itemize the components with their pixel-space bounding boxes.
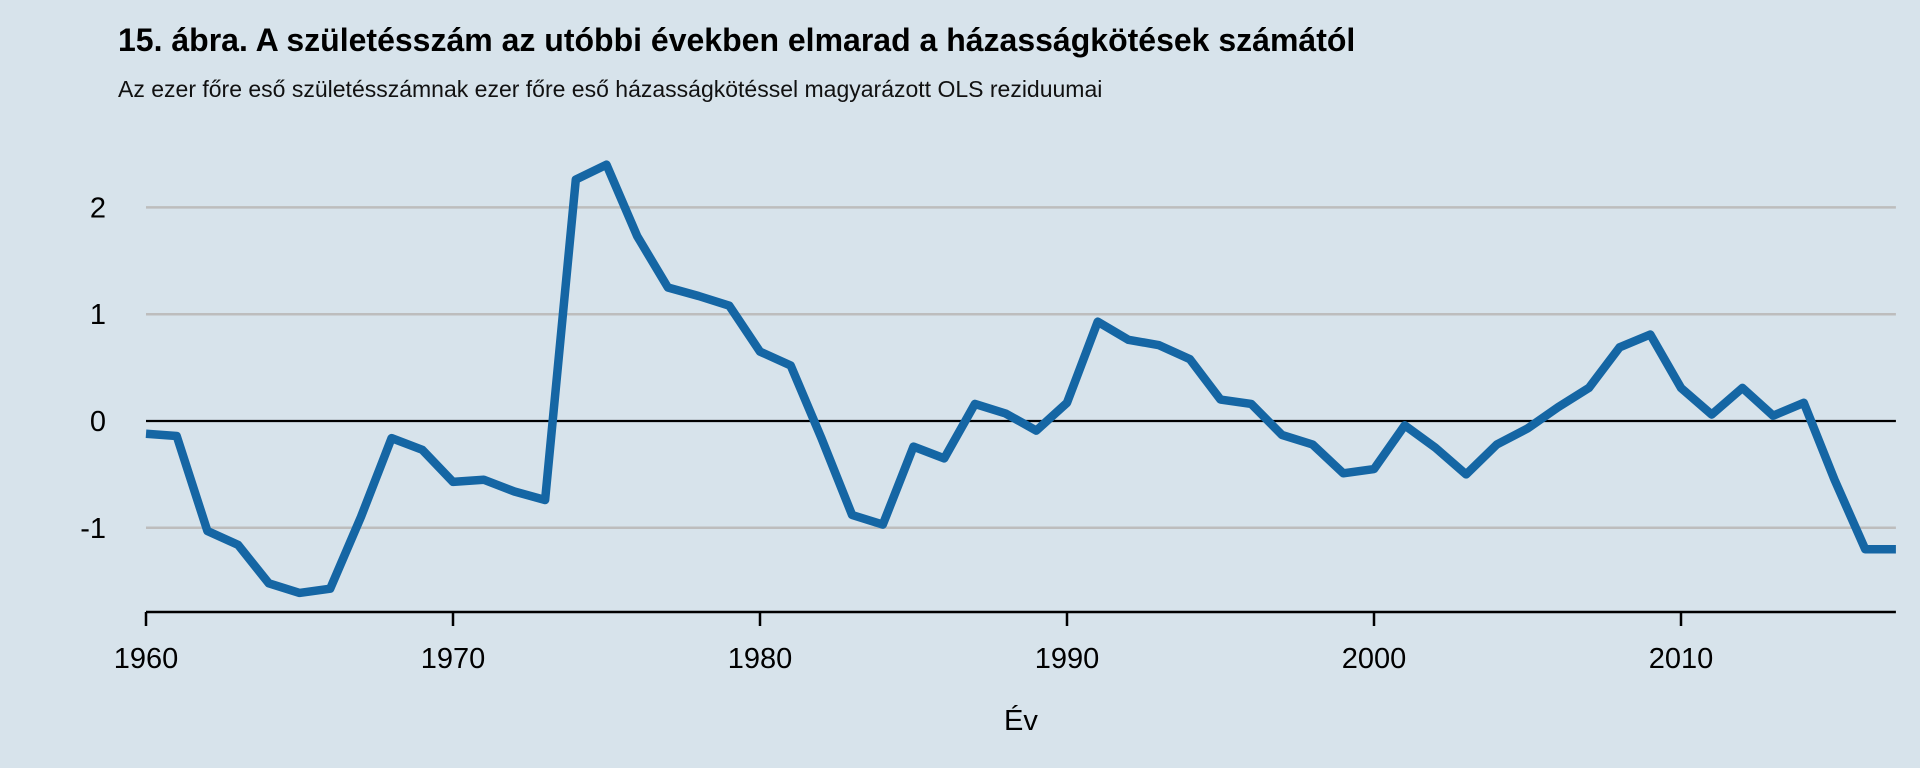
chart-title: 15. ábra. A születésszám az utóbbi évekb…: [118, 22, 1356, 58]
series-line: [145, 160, 1896, 598]
y-tick-label: 2: [90, 192, 106, 224]
y-tick-label: 0: [90, 406, 106, 438]
y-tick-label: -1: [80, 513, 106, 545]
x-tick-label: 1990: [1035, 643, 1100, 675]
x-tick-label: 1980: [728, 643, 793, 675]
x-tick-label: 2010: [1649, 643, 1714, 675]
x-axis-title: Év: [1004, 704, 1038, 737]
x-tick-label: 2000: [1342, 643, 1407, 675]
x-tick-label: 1970: [421, 643, 486, 675]
y-tick-label: 1: [90, 299, 106, 331]
chart-subtitle: Az ezer főre eső születésszámnak ezer fő…: [118, 76, 1103, 102]
x-tick-label: 1960: [114, 643, 179, 675]
